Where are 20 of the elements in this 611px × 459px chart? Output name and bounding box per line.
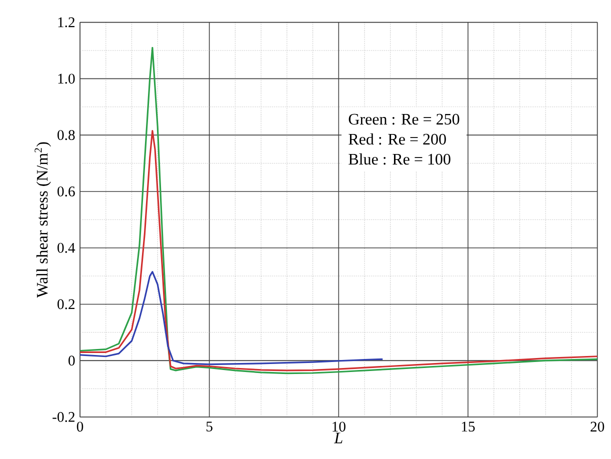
annotation: Red : Re = 200 (348, 133, 446, 145)
annotation: Green : Re = 250 (348, 114, 460, 125)
x-tick-label: 10 (332, 422, 346, 432)
line-series (80, 46, 598, 374)
y-axis-title: Wall shear stress (N/m$^{2}$) (34, 142, 51, 298)
y-tick-label: 0.6 (58, 186, 75, 196)
x-tick-label: 5 (206, 422, 212, 432)
annotation: Blue : Re = 100 (348, 153, 450, 165)
x-axis-title: L (334, 432, 342, 444)
x-tick-label: 20 (590, 422, 604, 432)
x-tick-label: 0 (76, 422, 84, 432)
x-tick-label: 15 (462, 422, 475, 432)
y-tick-label: 0 (68, 356, 75, 366)
line-series (80, 271, 384, 366)
y-tick-label: 0.8 (58, 130, 75, 140)
y-tick-label: -0.2 (52, 412, 74, 422)
y-tick-label: 1.0 (58, 74, 75, 84)
y-tick-label: 0.2 (58, 299, 74, 310)
y-tick-label: 0.4 (58, 242, 76, 253)
y-tick-label: 1.2 (58, 17, 74, 28)
